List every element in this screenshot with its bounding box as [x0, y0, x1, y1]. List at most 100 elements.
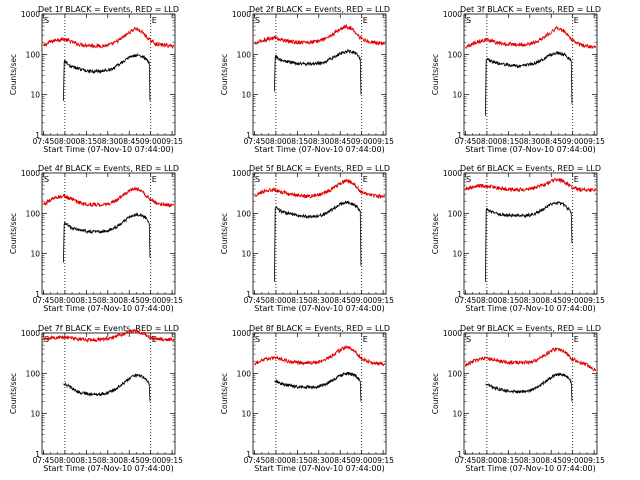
y-axis-label: Counts/sec [431, 373, 440, 414]
start-marker-label: S [44, 175, 49, 184]
y-tick-label: 1000 [443, 329, 462, 338]
x-tick-label: 08:15 [287, 296, 309, 305]
lld-series-line [254, 344, 385, 367]
x-tick-label: 08:00 [54, 137, 76, 146]
y-tick-label: 1000 [443, 10, 462, 19]
plot-frame [252, 172, 387, 295]
x-tick-label: 09:15 [161, 296, 183, 305]
x-tick-label: 08:45 [540, 137, 562, 146]
x-tick-label: 08:45 [329, 296, 351, 305]
x-tick-label: 09:00 [351, 137, 373, 146]
x-tick-label: 08:30 [308, 137, 330, 146]
y-tick-label: 1 [246, 450, 251, 459]
x-tick-label: 09:15 [583, 296, 605, 305]
panel-title: Det 8f BLACK = Events, RED = LLD [249, 324, 390, 333]
events-series-line [485, 200, 573, 282]
y-tick-label: 100 [448, 369, 463, 378]
panel-det-6: Det 6f BLACK = Events, RED = LLD 1 10 100 10… [431, 164, 605, 313]
x-tick-label: 07:45 [244, 296, 266, 305]
plot-frame [41, 332, 176, 455]
x-tick-label: 09:15 [161, 137, 183, 146]
x-axis-label: Start Time (07-Nov-10 07:44:00) [254, 464, 384, 473]
y-tick-label: 1000 [443, 169, 462, 178]
x-tick-label: 09:00 [140, 137, 162, 146]
y-tick-label: 10 [241, 91, 251, 100]
y-tick-label: 1 [457, 290, 462, 299]
y-tick-label: 1 [246, 290, 251, 299]
y-tick-label: 10 [30, 91, 40, 100]
x-tick-label: 08:15 [76, 296, 98, 305]
x-tick-label: 08:00 [265, 296, 287, 305]
x-tick-label: 07:45 [33, 456, 55, 465]
panel-title: Det 6f BLACK = Events, RED = LLD [460, 164, 601, 173]
end-marker-label: E [574, 16, 579, 25]
x-tick-label: 07:45 [33, 137, 55, 146]
start-marker-label: S [44, 16, 49, 25]
y-tick-label: 1 [35, 290, 40, 299]
y-tick-label: 100 [26, 209, 41, 218]
panel-title: Det 4f BLACK = Events, RED = LLD [38, 164, 179, 173]
x-tick-label: 08:00 [54, 456, 76, 465]
y-tick-label: 100 [448, 50, 463, 59]
events-series-line [274, 371, 362, 402]
start-marker-label: S [44, 335, 49, 344]
events-series-line [485, 372, 573, 402]
lld-series-line [465, 25, 596, 50]
y-axis-label: Counts/sec [220, 54, 229, 95]
y-tick-label: 10 [241, 250, 251, 259]
events-series-line [63, 52, 151, 101]
x-tick-label: 08:30 [308, 456, 330, 465]
x-tick-label: 08:45 [540, 456, 562, 465]
x-tick-label: 08:15 [498, 456, 520, 465]
y-tick-label: 10 [452, 410, 462, 419]
panel-det-9: Det 9f BLACK = Events, RED = LLD 1 10 100 10… [431, 324, 605, 473]
plot-frame [463, 13, 598, 136]
x-axis-label: Start Time (07-Nov-10 07:44:00) [43, 145, 173, 154]
x-tick-label: 07:45 [244, 137, 266, 146]
lld-series-line [43, 186, 174, 209]
x-tick-label: 09:15 [161, 456, 183, 465]
x-tick-label: 07:45 [33, 296, 55, 305]
panel-det-1: Det 1f BLACK = Events, RED = LLD 1 10 100 10… [9, 5, 183, 154]
events-series-line [274, 200, 362, 282]
y-tick-label: 10 [30, 410, 40, 419]
panel-det-2: Det 2f BLACK = Events, RED = LLD 1 10 100 10… [220, 5, 394, 154]
panel-title: Det 3f BLACK = Events, RED = LLD [460, 5, 601, 14]
x-tick-label: 07:45 [455, 137, 477, 146]
y-axis-label: Counts/sec [9, 54, 18, 95]
y-tick-label: 1000 [21, 329, 40, 338]
x-axis-label: Start Time (07-Nov-10 07:44:00) [465, 304, 595, 313]
x-tick-label: 08:30 [519, 296, 541, 305]
y-tick-label: 1000 [232, 10, 251, 19]
y-axis-label: Counts/sec [220, 373, 229, 414]
start-marker-label: S [255, 175, 260, 184]
lld-series-line [43, 26, 174, 50]
x-tick-label: 09:15 [583, 456, 605, 465]
y-tick-label: 1 [246, 131, 251, 140]
panel-det-7: Det 7f BLACK = Events, RED = LLD 1 10 100 10… [9, 324, 183, 473]
x-tick-label: 09:15 [583, 137, 605, 146]
end-marker-label: E [152, 175, 157, 184]
x-tick-label: 08:15 [498, 137, 520, 146]
x-tick-label: 08:30 [308, 296, 330, 305]
x-tick-label: 09:00 [140, 456, 162, 465]
x-tick-label: 08:15 [76, 137, 98, 146]
plot-frame [252, 13, 387, 136]
panel-det-8: Det 8f BLACK = Events, RED = LLD 1 10 100 10… [220, 324, 394, 473]
y-tick-label: 100 [448, 209, 463, 218]
x-tick-label: 07:45 [244, 456, 266, 465]
x-tick-label: 08:00 [476, 137, 498, 146]
x-tick-label: 07:45 [455, 456, 477, 465]
y-tick-label: 1 [457, 450, 462, 459]
y-tick-label: 10 [452, 250, 462, 259]
x-tick-label: 08:45 [540, 296, 562, 305]
plot-frame [41, 13, 176, 136]
start-marker-label: S [466, 16, 471, 25]
y-tick-label: 100 [237, 369, 252, 378]
x-tick-label: 08:30 [97, 137, 119, 146]
plot-frame [252, 332, 387, 455]
x-tick-label: 08:15 [287, 137, 309, 146]
y-tick-label: 10 [452, 91, 462, 100]
x-tick-label: 09:00 [562, 456, 584, 465]
